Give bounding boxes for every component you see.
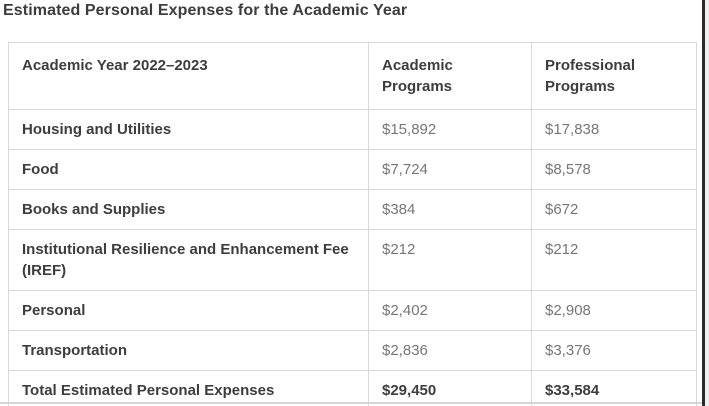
expense-label: Personal [8,290,369,331]
expense-label: Total Estimated Personal Expenses [8,370,369,406]
academic-programs-value: $29,450 [368,370,532,406]
professional-programs-value: $672 [531,189,697,230]
professional-programs-value: $8,578 [531,149,697,190]
expense-label: Food [8,149,369,190]
professional-programs-value: $3,376 [531,330,697,371]
column-header-academic-year: Academic Year 2022–2023 [8,42,369,110]
table-header-row: Academic Year 2022–2023 Academic Program… [8,42,697,110]
expense-label: Transportation [8,330,369,371]
window-edge-gutter [705,0,709,406]
academic-programs-value: $7,724 [368,149,532,190]
table-row: Housing and Utilities $15,892 $17,838 [8,109,697,150]
professional-programs-value: $33,584 [531,370,697,406]
expense-label: Books and Supplies [8,189,369,230]
academic-programs-value: $212 [368,229,532,291]
table-row: Institutional Resilience and Enhancement… [8,229,697,291]
academic-programs-value: $2,402 [368,290,532,331]
table-row: Personal $2,402 $2,908 [8,290,697,331]
professional-programs-value: $212 [531,229,697,291]
table-body: Housing and Utilities $15,892 $17,838 Food $… [8,109,697,406]
academic-programs-value: $15,892 [368,109,532,150]
column-header-professional-programs: Professional Programs [531,42,697,110]
table-row-total: Total Estimated Personal Expenses $29,450… [8,370,697,406]
expenses-table: Academic Year 2022–2023 Academic Program… [8,42,697,406]
table-row: Books and Supplies $384 $672 [8,189,697,230]
expense-label: Institutional Resilience and Enhancement… [8,229,369,291]
academic-programs-value: $384 [368,189,532,230]
professional-programs-value: $17,838 [531,109,697,150]
professional-programs-value: $2,908 [531,290,697,331]
expense-label: Housing and Utilities [8,109,369,150]
page-divider [0,402,703,404]
table-row: Food $7,724 $8,578 [8,149,697,190]
page-title: Estimated Personal Expenses for the Acad… [3,2,408,19]
window-edge-line [702,0,705,406]
table-row: Transportation $2,836 $3,376 [8,330,697,371]
column-header-academic-programs: Academic Programs [368,42,532,110]
academic-programs-value: $2,836 [368,330,532,371]
